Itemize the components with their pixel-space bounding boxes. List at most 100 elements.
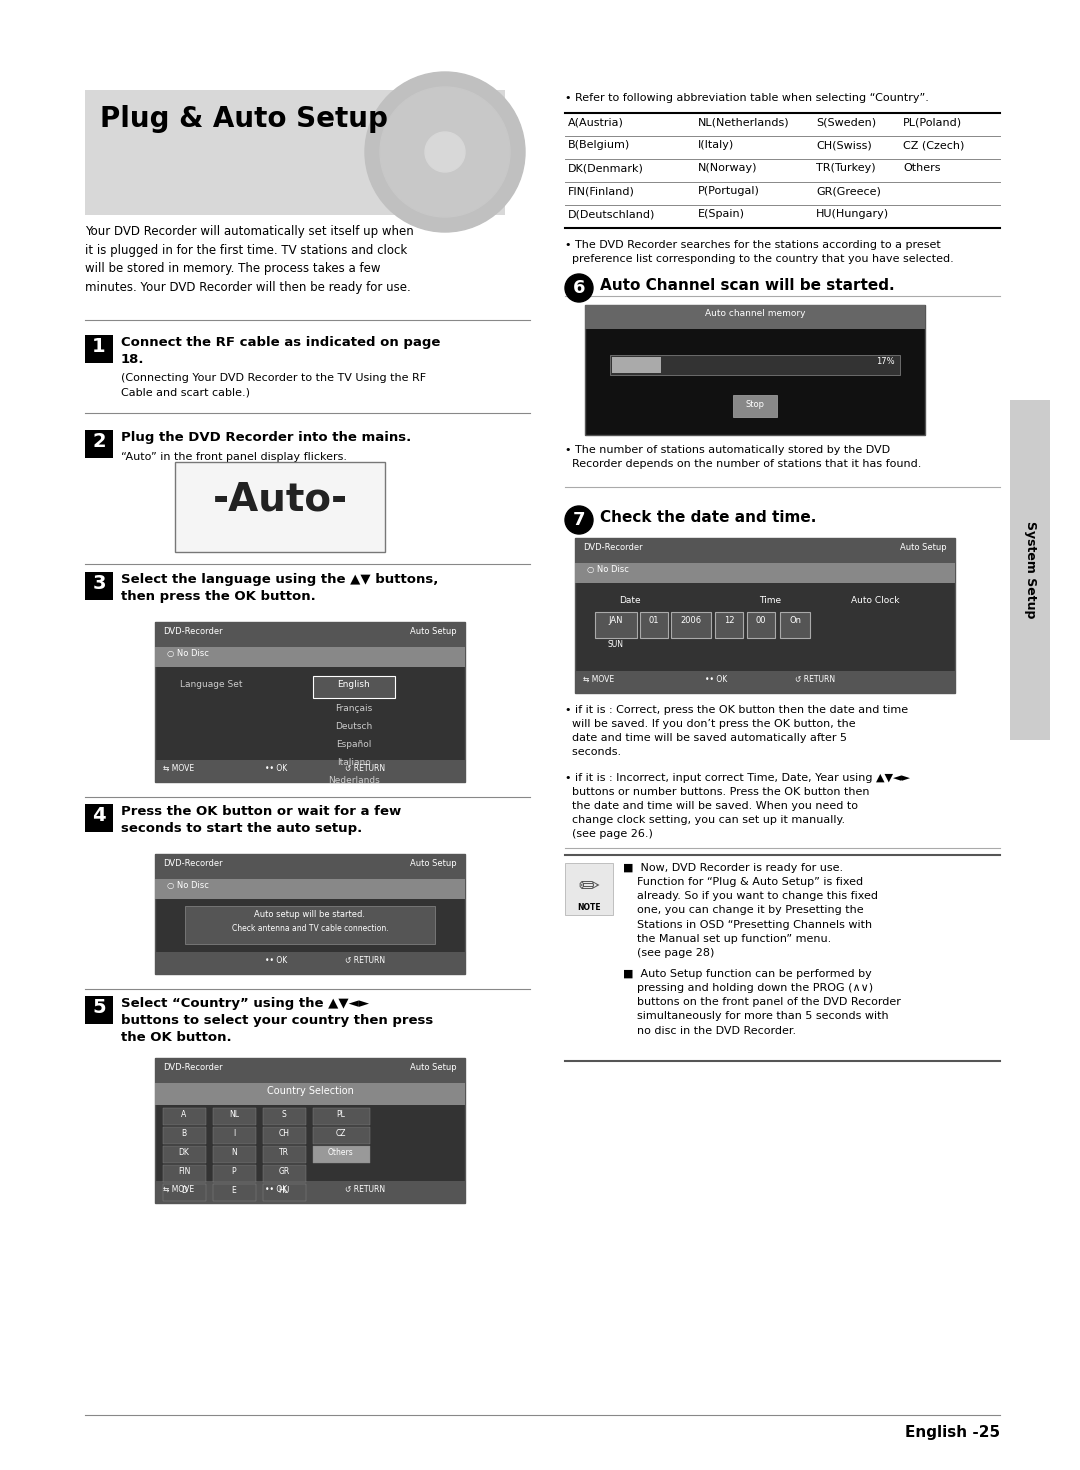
Text: DVD-Recorder: DVD-Recorder — [583, 542, 643, 553]
Text: 3: 3 — [92, 573, 106, 592]
Bar — [163, 1127, 206, 1144]
Text: I: I — [233, 1129, 235, 1138]
Bar — [85, 804, 113, 832]
Bar — [313, 1147, 370, 1163]
Text: P: P — [232, 1167, 237, 1176]
Bar — [163, 1147, 206, 1163]
Text: HU: HU — [279, 1186, 289, 1195]
Bar — [156, 760, 465, 782]
Text: Country Selection: Country Selection — [267, 1086, 353, 1097]
Text: DK(Denmark): DK(Denmark) — [568, 163, 644, 173]
Text: • if it is : Incorrect, input correct Time, Date, Year using ▲▼◄►
  buttons or n: • if it is : Incorrect, input correct Ti… — [565, 773, 910, 839]
Text: Auto Setup: Auto Setup — [410, 858, 457, 867]
Text: GR: GR — [279, 1167, 289, 1176]
Text: Auto Channel scan will be started.: Auto Channel scan will be started. — [600, 278, 894, 293]
Text: 01: 01 — [649, 616, 659, 625]
Bar — [156, 1058, 465, 1083]
Text: I(Italy): I(Italy) — [698, 140, 734, 150]
Bar — [156, 854, 465, 879]
Bar — [213, 1166, 256, 1182]
Text: •• OK: •• OK — [265, 1185, 287, 1194]
Text: 7: 7 — [572, 512, 585, 529]
Text: Français: Français — [336, 704, 373, 713]
Bar — [671, 612, 711, 638]
Text: E: E — [231, 1186, 237, 1195]
Text: JAN: JAN — [609, 616, 623, 625]
Bar — [313, 676, 395, 698]
Text: TR: TR — [279, 1148, 289, 1157]
Text: Plug the DVD Recorder into the mains.: Plug the DVD Recorder into the mains. — [121, 431, 411, 444]
Text: ↺ RETURN: ↺ RETURN — [345, 764, 386, 773]
Bar — [163, 1108, 206, 1125]
Bar — [610, 354, 900, 375]
Bar — [575, 563, 955, 584]
Text: ○ No Disc: ○ No Disc — [167, 881, 208, 889]
Bar — [156, 953, 465, 975]
Bar — [575, 538, 955, 563]
Text: NL: NL — [229, 1110, 239, 1119]
Text: -Auto-: -Auto- — [213, 481, 348, 517]
Text: S: S — [282, 1110, 286, 1119]
Text: Nederlands: Nederlands — [328, 776, 380, 785]
Text: CH: CH — [279, 1129, 289, 1138]
Text: ○ No Disc: ○ No Disc — [588, 564, 629, 573]
Text: Español: Español — [336, 739, 372, 750]
Text: 5: 5 — [92, 998, 106, 1017]
Text: (Connecting Your DVD Recorder to the TV Using the RF
Cable and scart cable.): (Connecting Your DVD Recorder to the TV … — [121, 373, 427, 397]
Text: ⇆ MOVE: ⇆ MOVE — [583, 675, 615, 684]
Bar — [585, 304, 924, 329]
Text: DVD-Recorder: DVD-Recorder — [163, 1063, 222, 1072]
Text: ↺ RETURN: ↺ RETURN — [795, 675, 835, 684]
Text: Auto Setup: Auto Setup — [410, 628, 457, 637]
Text: D(Deutschland): D(Deutschland) — [568, 209, 656, 219]
Text: S(Sweden): S(Sweden) — [816, 118, 876, 126]
Text: Others: Others — [328, 1148, 354, 1157]
Text: DK: DK — [178, 1148, 189, 1157]
Text: ○ No Disc: ○ No Disc — [167, 648, 208, 659]
Text: B: B — [181, 1129, 187, 1138]
Bar — [213, 1108, 256, 1125]
Text: ⇆ MOVE: ⇆ MOVE — [163, 1185, 194, 1194]
Bar — [640, 612, 669, 638]
Text: Check the date and time.: Check the date and time. — [600, 510, 816, 525]
Bar — [313, 1127, 370, 1144]
Text: English: English — [338, 681, 370, 689]
Text: A: A — [181, 1110, 187, 1119]
Circle shape — [365, 72, 525, 232]
Text: PL(Poland): PL(Poland) — [903, 118, 962, 126]
Bar — [156, 1180, 465, 1202]
Bar — [163, 1166, 206, 1182]
Bar — [156, 854, 465, 975]
Bar — [715, 612, 743, 638]
Text: DVD-Recorder: DVD-Recorder — [163, 628, 222, 637]
Bar — [264, 1183, 306, 1201]
Text: Italiano: Italiano — [337, 759, 370, 767]
Text: 6: 6 — [572, 279, 585, 297]
Bar — [85, 335, 113, 363]
Bar — [780, 612, 810, 638]
Text: Your DVD Recorder will automatically set itself up when
it is plugged in for the: Your DVD Recorder will automatically set… — [85, 225, 414, 294]
Bar — [85, 90, 505, 215]
Text: ✏: ✏ — [579, 875, 599, 900]
Text: PL: PL — [337, 1110, 346, 1119]
Bar — [575, 538, 955, 692]
Text: Auto setup will be started.: Auto setup will be started. — [255, 910, 365, 919]
Text: ↺ RETURN: ↺ RETURN — [345, 1185, 386, 1194]
Text: CZ: CZ — [336, 1129, 347, 1138]
Text: “Auto” in the front panel display flickers.: “Auto” in the front panel display flicke… — [121, 451, 347, 462]
Text: • Refer to following abbreviation table when selecting “Country”.: • Refer to following abbreviation table … — [565, 93, 929, 103]
Text: CH(Swiss): CH(Swiss) — [816, 140, 872, 150]
Bar — [85, 572, 113, 600]
Text: Plug & Auto Setup: Plug & Auto Setup — [100, 104, 388, 132]
Text: ■  Now, DVD Recorder is ready for use.
    Function for “Plug & Auto Setup” is f: ■ Now, DVD Recorder is ready for use. Fu… — [623, 863, 878, 958]
Text: Select “Country” using the ▲▼◄►
buttons to select your country then press
the OK: Select “Country” using the ▲▼◄► buttons … — [121, 997, 433, 1044]
Bar — [156, 622, 465, 647]
Bar — [156, 647, 465, 667]
Bar — [213, 1127, 256, 1144]
Bar — [612, 357, 661, 373]
Text: 2: 2 — [92, 432, 106, 451]
Text: 4: 4 — [92, 806, 106, 825]
Text: E(Spain): E(Spain) — [698, 209, 745, 219]
Text: • The number of stations automatically stored by the DVD
  Recorder depends on t: • The number of stations automatically s… — [565, 445, 921, 469]
Bar — [85, 997, 113, 1025]
